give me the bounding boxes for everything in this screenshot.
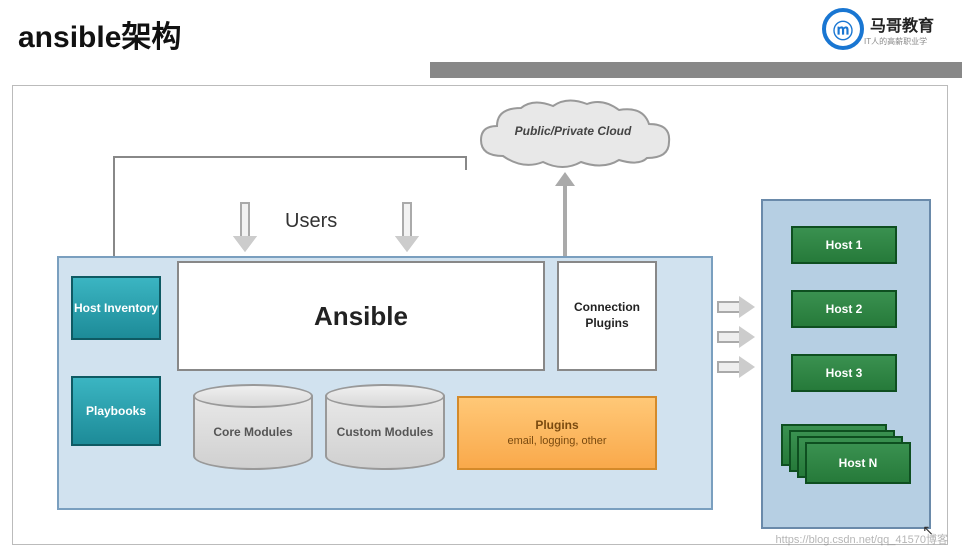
users-label: Users xyxy=(285,210,337,233)
host-2: Host 2 xyxy=(791,290,897,328)
arrow-to-cloud xyxy=(555,172,575,259)
core-modules-label: Core Modules xyxy=(213,425,292,439)
host-3: Host 3 xyxy=(791,354,897,392)
playbooks-box: Playbooks xyxy=(71,376,161,446)
logo-icon: ⓜ xyxy=(822,8,864,50)
logo-text: 马哥教育 xyxy=(870,12,934,36)
arrow-to-hosts-3 xyxy=(717,356,757,378)
arrow-to-hosts-1 xyxy=(717,296,757,318)
connection-plugins-box: Connection Plugins xyxy=(557,261,657,371)
host-n-stack: Host N xyxy=(781,424,921,494)
plugins-sub: email, logging, other xyxy=(507,434,606,449)
custom-modules-cylinder: Custom Modules xyxy=(325,384,445,470)
host-n: Host N xyxy=(805,442,911,484)
custom-modules-label: Custom Modules xyxy=(337,425,434,439)
cloud-label: Public/Private Cloud xyxy=(493,124,653,138)
plugins-title: Plugins xyxy=(535,417,578,434)
line-cloud-horiz xyxy=(113,156,465,158)
core-modules-cylinder: Core Modules xyxy=(193,384,313,470)
host-1: Host 1 xyxy=(791,226,897,264)
users-arrow-2 xyxy=(395,202,419,252)
plugins-box: Plugins email, logging, other xyxy=(457,396,657,470)
logo-sub: IT人的高薪职业学 xyxy=(864,36,934,47)
ansible-core-box: Ansible xyxy=(177,261,545,371)
users-arrow-1 xyxy=(233,202,257,252)
logo: ⓜ 马哥教育 IT人的高薪职业学 xyxy=(822,4,962,54)
header-bar xyxy=(430,62,962,78)
page-title: ansible架构 xyxy=(18,12,181,56)
host-inventory-box: Host Inventory xyxy=(71,276,161,340)
arrow-to-hosts-2 xyxy=(717,326,757,348)
line-cloud-stub xyxy=(465,156,467,170)
diagram-frame: Public/Private Cloud Users Host Inventor… xyxy=(12,85,948,545)
cursor-icon: ↖ xyxy=(922,522,934,539)
